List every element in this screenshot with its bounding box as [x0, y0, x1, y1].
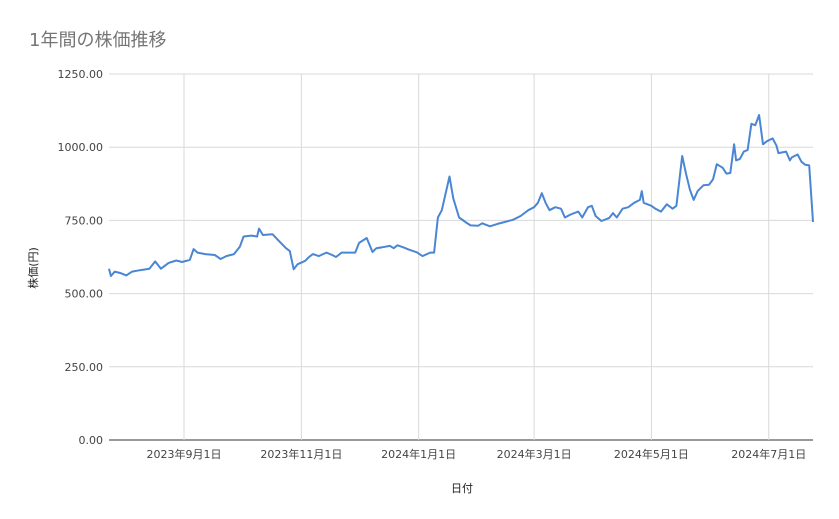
chart-title: 1年間の株価推移	[29, 30, 167, 51]
x-tick-label: 2024年7月1日	[731, 447, 806, 461]
y-tick-labels: 0.00 250.00 500.00 750.00 1000.00 1250.00	[58, 68, 104, 447]
x-tick-label: 2024年1月1日	[381, 447, 456, 461]
series-layer	[108, 114, 814, 277]
y-axis-title: 株価(円)	[26, 247, 40, 289]
x-tick-label: 2024年5月1日	[614, 447, 689, 461]
x-tick-label: 2023年9月1日	[147, 447, 222, 461]
y-tick-label: 500.00	[65, 288, 104, 301]
x-tick-labels: 2023年9月1日 2023年11月1日 2024年1月1日 2024年3月1日 202…	[147, 447, 807, 461]
y-tick-label: 750.00	[65, 214, 104, 227]
x-tick-label: 2023年11月1日	[260, 447, 342, 461]
x-tick-label: 2024年3月1日	[497, 447, 572, 461]
y-tick-label: 1000.00	[58, 141, 104, 154]
y-tick-label: 0.00	[79, 434, 104, 447]
grid-lines	[109, 73, 813, 441]
y-tick-label: 1250.00	[58, 68, 104, 81]
series-line	[108, 114, 814, 277]
y-tick-label: 250.00	[65, 361, 104, 374]
x-axis-title: 日付	[451, 482, 473, 495]
